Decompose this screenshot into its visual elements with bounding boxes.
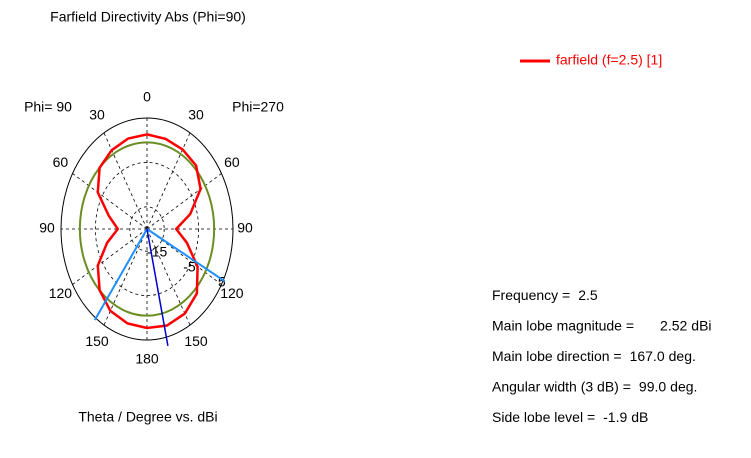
- angle-tick-label: 150: [85, 333, 109, 349]
- angle-tick-label: 60: [53, 154, 69, 170]
- info-value: 167.0: [630, 348, 665, 364]
- angle-tick-label: 120: [220, 285, 244, 301]
- r-tick-label: -5: [183, 258, 196, 274]
- angle-tick-label: 0: [143, 89, 151, 105]
- info-label: Main lobe direction =: [492, 348, 622, 364]
- angle-tick-label: 90: [237, 220, 253, 236]
- grid-circle: [129, 206, 165, 252]
- beam-edge: [146, 228, 226, 283]
- angle-tick-label: 120: [49, 285, 73, 301]
- info-line: Side lobe level = -1.9 dB: [492, 409, 648, 425]
- info-label: Frequency =: [492, 287, 570, 303]
- info-value: 99.0: [639, 378, 666, 394]
- info-unit: deg.: [669, 348, 696, 364]
- info-line: Angular width (3 dB) = 99.0 deg.: [492, 378, 697, 394]
- angle-tick-label: 180: [135, 351, 159, 367]
- info-unit: dB: [631, 409, 648, 425]
- info-unit: deg.: [670, 378, 697, 394]
- info-unit: dBi: [691, 317, 711, 333]
- info-label: Side lobe level =: [492, 409, 595, 425]
- info-value: -1.9: [603, 409, 627, 425]
- info-label: Main lobe magnitude =: [492, 317, 634, 333]
- chart-title: Farfield Directivity Abs (Phi=90): [50, 9, 246, 25]
- info-line: Main lobe direction = 167.0 deg.: [492, 348, 696, 364]
- angle-tick-label: 30: [89, 106, 105, 122]
- angle-tick-label: 60: [224, 154, 240, 170]
- beam-edge: [93, 228, 148, 321]
- info-label: Angular width (3 dB) =: [492, 378, 631, 394]
- phi-label: Phi=270: [232, 99, 284, 115]
- legend-label: farfield (f=2.5) [1]: [556, 52, 662, 68]
- info-value: 2.52: [660, 317, 687, 333]
- info-line: Frequency = 2.5: [492, 287, 598, 303]
- phi-label: Phi= 90: [24, 99, 72, 115]
- grid-circle: [95, 161, 199, 296]
- info-line: Main lobe magnitude = 2.52 dBi: [492, 317, 712, 333]
- info-value: 2.5: [578, 287, 598, 303]
- r-tick-label: 5: [218, 274, 226, 290]
- axis-label: Theta / Degree vs. dBi: [78, 409, 217, 425]
- angle-tick-label: 30: [188, 106, 204, 122]
- threshold-circle: [78, 141, 216, 317]
- main-lobe: [146, 228, 169, 346]
- angle-tick-label: 150: [184, 333, 208, 349]
- series-line: [96, 133, 202, 330]
- angle-tick-label: 90: [39, 220, 55, 236]
